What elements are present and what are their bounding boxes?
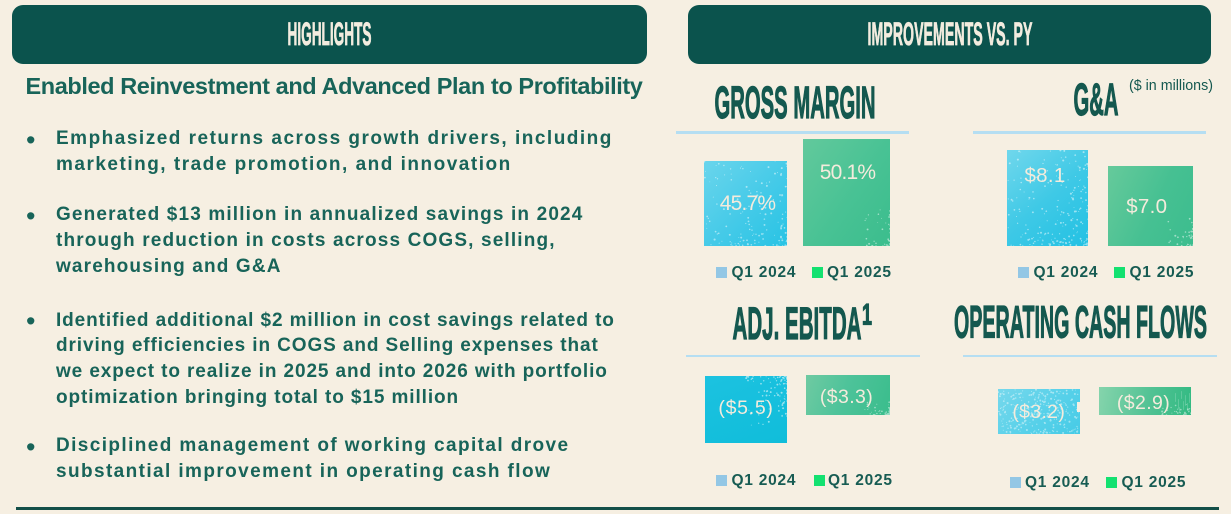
svg-text:OPERATING CASH FLOWS: OPERATING CASH FLOWS (954, 297, 1207, 348)
svg-text:G&A: G&A (1074, 74, 1119, 125)
svg-text:HIGHLIGHTS: HIGHLIGHTS (288, 16, 372, 52)
svg-text:1: 1 (862, 299, 872, 332)
svg-text:ADJ. EBITDA: ADJ. EBITDA (733, 298, 862, 349)
svg-text:GROSS MARGIN: GROSS MARGIN (715, 77, 876, 128)
svg-text:($ in millions): ($ in millions) (1129, 77, 1213, 94)
svg-text:IMPROVEMENTS VS. PY: IMPROVEMENTS VS. PY (868, 16, 1033, 52)
